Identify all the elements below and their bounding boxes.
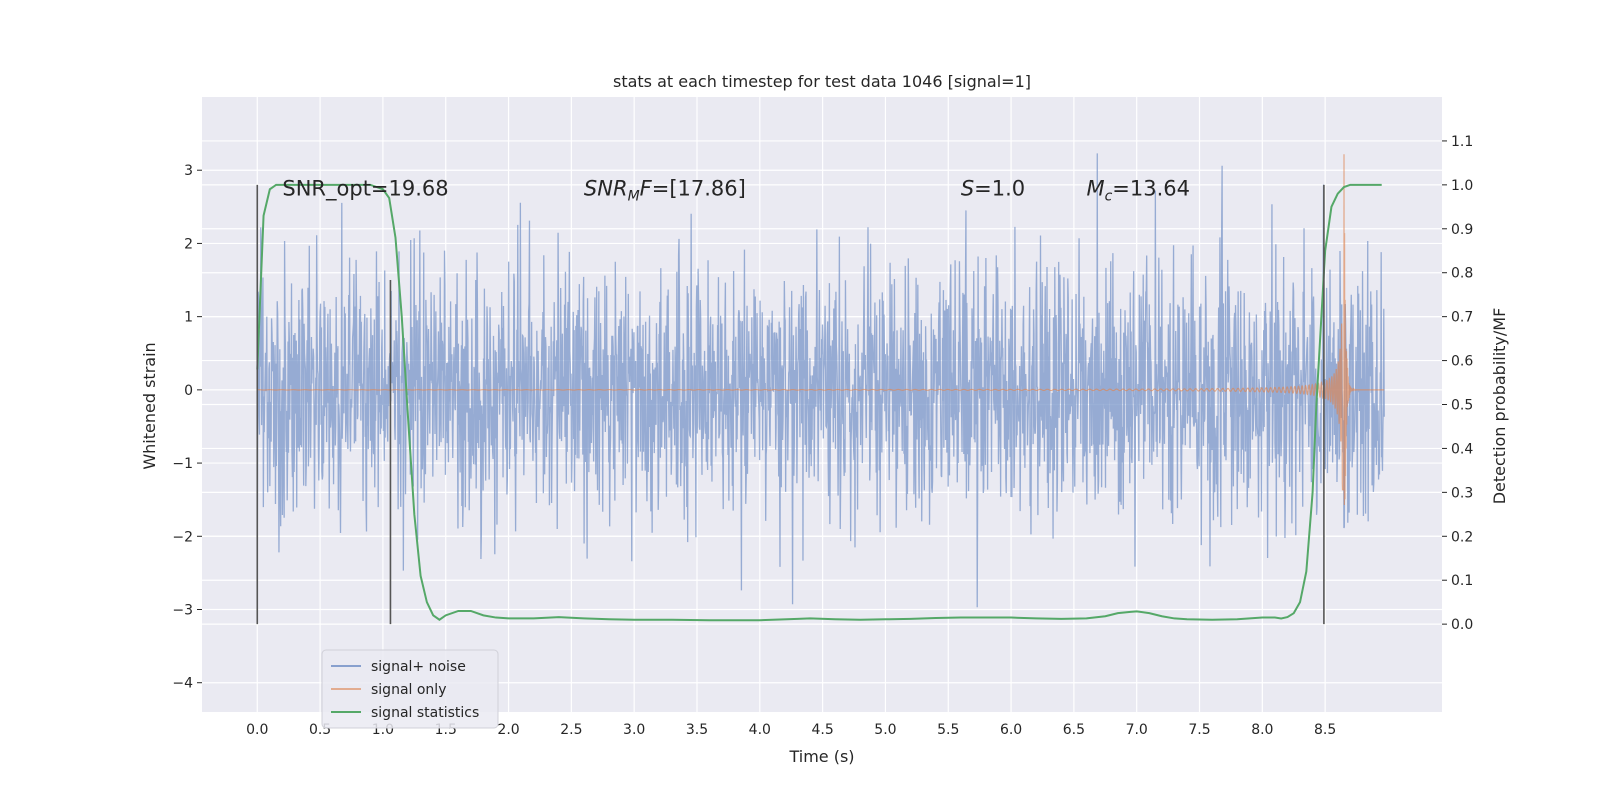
y-right-tick-label: 0.1 xyxy=(1451,573,1473,589)
y-right-tick-label: 0.5 xyxy=(1451,398,1473,414)
x-tick-label: 8.5 xyxy=(1314,722,1336,738)
x-tick-label: 7.0 xyxy=(1126,722,1148,738)
annotation-s-value: S=1.0 xyxy=(961,177,1025,201)
vertical-markers xyxy=(256,184,1325,625)
x-tick-label: 8.0 xyxy=(1251,722,1273,738)
x-tick-label: 2.5 xyxy=(560,722,582,738)
annotations: SNR_opt=19.68 SNRMF=[17.86] S=1.0 Mc=13.64 xyxy=(282,177,1190,205)
series-signal-only xyxy=(257,154,1385,506)
x-tick-label: 6.5 xyxy=(1063,722,1085,738)
y-left-tick-label: −4 xyxy=(172,676,193,692)
y-left-tick-label: 3 xyxy=(184,163,193,179)
annotation-mc-value: Mc=13.64 xyxy=(1086,177,1190,205)
legend-entry: signal only xyxy=(371,682,446,698)
y-left-tick-label: 2 xyxy=(184,236,193,252)
x-tick-label: 3.5 xyxy=(686,722,708,738)
tick-labels: 0.0 0.5 1.0 1.5 2.0 2.5 3.0 3.5 4.0 4.5 5.0 5.5 6.0 6… xyxy=(172,134,1473,738)
legend-entry: signal statistics xyxy=(371,705,479,721)
legend: signal+ noise signal only signal statistic… xyxy=(321,649,499,729)
x-tick-label: 3.0 xyxy=(623,722,645,738)
series-signal-plus-noise xyxy=(256,153,1385,608)
y-right-tick-label: 1.0 xyxy=(1451,178,1473,194)
chart-title: stats at each timestep for test data 104… xyxy=(613,72,1031,91)
y-right-tick-label: 0.9 xyxy=(1451,222,1473,238)
legend-box xyxy=(321,649,499,729)
y-left-tick-label: −3 xyxy=(172,603,193,619)
y-axis-label-right: Detection probability/MF xyxy=(1490,308,1509,505)
x-tick-label: 4.5 xyxy=(811,722,833,738)
y-left-tick-label: −1 xyxy=(172,456,193,472)
y-right-tick-label: 0.7 xyxy=(1451,310,1473,326)
series-signal-statistics xyxy=(256,183,1382,622)
y-right-tick-label: 0.2 xyxy=(1451,529,1473,545)
x-tick-label: 0.0 xyxy=(246,722,268,738)
x-tick-label: 2.0 xyxy=(497,722,519,738)
y-right-tick-label: 0.3 xyxy=(1451,485,1473,501)
x-tick-label: 7.5 xyxy=(1188,722,1210,738)
x-tick-label: 6.0 xyxy=(1000,722,1022,738)
y-right-tick-label: 1.1 xyxy=(1451,134,1473,150)
y-right-tick-label: 0.8 xyxy=(1451,266,1473,282)
x-tick-label: 5.0 xyxy=(874,722,896,738)
y-right-tick-label: 0.4 xyxy=(1451,441,1473,457)
y-axis-label-left: Whitened strain xyxy=(140,342,159,469)
y-right-tick-label: 0.6 xyxy=(1451,354,1473,370)
y-left-tick-label: 0 xyxy=(184,383,193,399)
x-tick-label: 5.5 xyxy=(937,722,959,738)
y-left-tick-label: 1 xyxy=(184,310,193,326)
legend-entry: signal+ noise xyxy=(371,659,466,675)
annotation-snr-mf: SNRMF=[17.86] xyxy=(584,177,746,205)
x-axis-label: Time (s) xyxy=(788,747,854,766)
annotation-snr-opt: SNR_opt=19.68 xyxy=(282,177,448,202)
x-tick-label: 4.0 xyxy=(749,722,771,738)
y-left-tick-label: −2 xyxy=(172,529,193,545)
series-layer xyxy=(256,153,1385,622)
y-right-tick-label: 0.0 xyxy=(1451,617,1473,633)
